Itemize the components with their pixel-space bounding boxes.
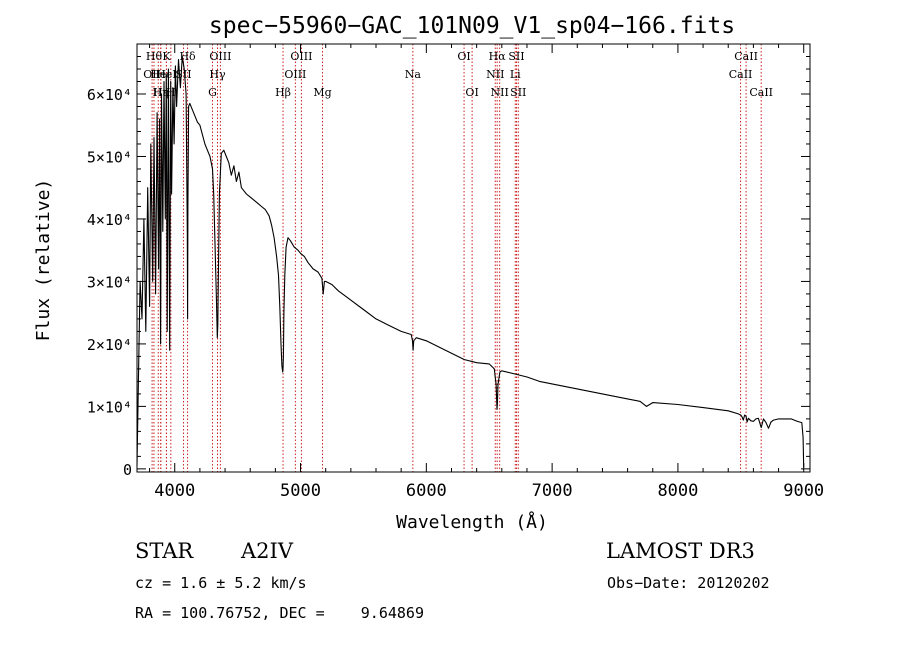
line-marker-label: NII bbox=[491, 86, 509, 99]
line-marker-label: OII bbox=[143, 68, 161, 81]
line-marker-label: Hδ bbox=[179, 50, 196, 63]
axes: 4000 5000 6000 7000 8000 9000 0 1×10⁴ 2×10⁴ 3×10⁴… bbox=[87, 43, 824, 501]
line-marker-label: Hα bbox=[489, 50, 507, 63]
y-tick-label: 4×10⁴ bbox=[87, 211, 132, 229]
line-marker-label: OIII bbox=[284, 68, 306, 81]
x-tick-label: 9000 bbox=[783, 481, 824, 501]
spectrum-line bbox=[136, 55, 805, 468]
series-layer bbox=[136, 55, 805, 468]
line-marker-label: Hγ bbox=[209, 68, 226, 81]
object-class: STAR bbox=[135, 539, 194, 563]
line-marker-label: Na bbox=[405, 68, 422, 81]
line-marker-label: Mg bbox=[313, 86, 331, 99]
x-tick-label: 7000 bbox=[532, 481, 573, 501]
line-marker-label: SII bbox=[175, 68, 191, 81]
line-marker-label: Hη bbox=[153, 86, 169, 99]
x-tick-label: 6000 bbox=[406, 481, 447, 501]
x-tick-label: 8000 bbox=[657, 481, 698, 501]
line-marker-label: OI bbox=[465, 86, 478, 99]
line-marker-label: H bbox=[166, 86, 176, 99]
y-tick-label: 1×10⁴ bbox=[87, 398, 132, 416]
y-tick-label: 0 bbox=[123, 461, 132, 479]
line-marker-label: OIII bbox=[209, 50, 231, 63]
line-marker-label: OI bbox=[457, 50, 470, 63]
line-markers bbox=[151, 44, 762, 472]
y-tick-label: 6×10⁴ bbox=[87, 86, 132, 104]
line-marker-label: OIII bbox=[290, 50, 312, 63]
redshift-velocity: cz = 1.6 ± 5.2 km/s bbox=[135, 574, 307, 592]
line-marker-label: Li bbox=[510, 68, 521, 81]
line-marker-label: He bbox=[150, 68, 166, 81]
y-tick-label: 5×10⁴ bbox=[87, 148, 132, 166]
x-tick-label: 4000 bbox=[154, 481, 195, 501]
line-marker-label: Hθ bbox=[146, 50, 163, 63]
x-axis-label: Wavelength (Å) bbox=[396, 511, 548, 533]
line-marker-label: SII bbox=[508, 50, 524, 63]
line-marker-label: SII bbox=[510, 86, 526, 99]
y-tick-label: 2×10⁴ bbox=[87, 336, 132, 354]
line-marker-label: HeI bbox=[156, 68, 176, 81]
line-marker-label: Hε bbox=[153, 86, 169, 99]
line-marker-label: CaII bbox=[734, 50, 758, 63]
y-axis-label: Flux (relative) bbox=[33, 179, 54, 342]
ra-dec-coordinates: RA = 100.76752, DEC = 9.64869 bbox=[135, 604, 424, 622]
line-marker-label: NII bbox=[486, 68, 504, 81]
line-marker-label: CaII bbox=[729, 68, 753, 81]
chart-title: spec−55960−GAC_101N09_V1_sp04−166.fits bbox=[209, 13, 735, 39]
line-marker-label: G bbox=[208, 86, 217, 99]
line-marker-label: K bbox=[162, 50, 171, 63]
y-tick-label: 3×10⁴ bbox=[87, 273, 132, 291]
survey-name: LAMOST DR3 bbox=[606, 539, 755, 563]
object-subclass: A2IV bbox=[241, 539, 293, 563]
x-tick-label: 5000 bbox=[280, 481, 321, 501]
line-marker-label: CaII bbox=[749, 86, 773, 99]
line-marker-label: Hβ bbox=[275, 86, 291, 99]
plot-frame bbox=[136, 43, 811, 473]
observation-date: Obs−Date: 20120202 bbox=[607, 574, 770, 592]
